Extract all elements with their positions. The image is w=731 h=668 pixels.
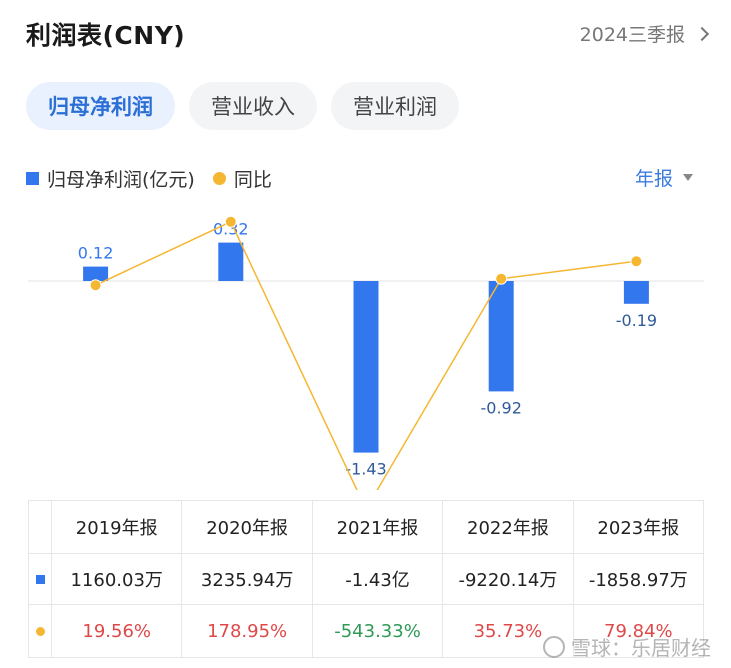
yoy-cell: 178.95%	[181, 605, 311, 657]
yoy-line	[95, 220, 637, 490]
frequency-dropdown[interactable]: 年报	[635, 164, 693, 191]
watermark: 雪球：乐居财经	[543, 632, 711, 661]
table-header-row: 2019年报 2020年报 2021年报 2022年报 2023年报	[29, 501, 703, 554]
line-legend-label: 同比	[233, 169, 272, 191]
tab-revenue[interactable]: 营业收入	[189, 82, 317, 130]
header: 利润表(CNY) 2024三季报	[0, 0, 731, 64]
bar-value-label: 0.12	[78, 244, 114, 263]
value-cell: -1.43亿	[311, 554, 442, 604]
header-cell: 2021年报	[311, 501, 442, 553]
bar[interactable]	[353, 281, 379, 453]
header-cell: 2023年报	[572, 501, 703, 553]
bar[interactable]	[623, 281, 649, 304]
value-row-marker	[29, 554, 51, 604]
bar-legend-label: 归母净利润(亿元)	[47, 169, 195, 191]
profit-chart: 0.12 0.32 -1.43 -0.92 -0.19	[28, 215, 704, 490]
bar-value-label: -0.19	[616, 311, 657, 330]
yoy-cell: -543.33%	[311, 605, 442, 657]
bar-series-icon	[35, 574, 45, 584]
value-cell: 3235.94万	[181, 554, 311, 604]
metric-tabs: 归母净利润 营业收入 营业利润	[26, 82, 459, 130]
snowball-logo-icon	[543, 635, 565, 658]
yoy-cell: 19.56%	[51, 605, 181, 657]
tab-net-profit[interactable]: 归母净利润	[26, 82, 175, 130]
yoy-cell: 35.73%	[442, 605, 572, 657]
chevron-right-icon	[694, 26, 710, 41]
table-row-values: 1160.03万 3235.94万 -1.43亿 -9220.14万 -1858…	[29, 554, 703, 605]
bar[interactable]	[488, 281, 514, 392]
bar-value-label: -0.92	[480, 398, 521, 417]
chart-legend: 归母净利润(亿元) 同比	[26, 165, 272, 192]
yoy-point[interactable]	[89, 279, 102, 292]
yoy-point[interactable]	[224, 215, 237, 228]
header-cell: 2022年报	[442, 501, 572, 553]
value-cell: -9220.14万	[442, 554, 572, 604]
bar-legend-icon	[26, 172, 39, 185]
caret-down-icon	[683, 174, 693, 181]
yoy-row-marker	[29, 605, 51, 657]
report-period-link[interactable]: 2024三季报	[579, 20, 710, 47]
bar[interactable]	[218, 242, 244, 281]
yoy-point[interactable]	[495, 272, 508, 285]
line-legend-icon	[212, 172, 226, 185]
yoy-cell: 79.84%	[572, 605, 703, 657]
header-corner	[29, 501, 51, 553]
value-cell: -1858.97万	[572, 554, 703, 604]
bar-value-label: -1.43	[345, 460, 386, 479]
header-cell: 2020年报	[181, 501, 311, 553]
watermark-text: 雪球：乐居财经	[571, 636, 711, 660]
tab-operating-profit[interactable]: 营业利润	[331, 82, 459, 130]
table-row-yoy: 19.56% 178.95% -543.33% 35.73% 79.84%	[29, 605, 703, 657]
bar[interactable]	[83, 266, 109, 281]
page-title: 利润表(CNY)	[26, 21, 186, 50]
yoy-point[interactable]	[630, 255, 643, 268]
header-cell: 2019年报	[51, 501, 181, 553]
value-cell: 1160.03万	[51, 554, 181, 604]
report-period-label: 2024三季报	[579, 24, 685, 46]
data-table: 2019年报 2020年报 2021年报 2022年报 2023年报 1160.…	[28, 500, 704, 658]
frequency-label: 年报	[634, 168, 673, 190]
line-series-icon	[35, 626, 45, 636]
bar-value-label: 0.32	[213, 220, 249, 239]
